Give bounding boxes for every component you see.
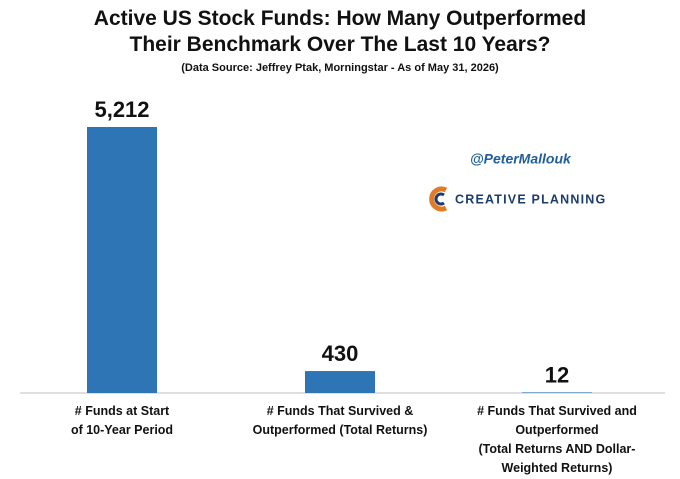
bar bbox=[522, 392, 592, 393]
bar bbox=[87, 127, 157, 393]
x-tick-label: # Funds That Survived and Outperformed (… bbox=[477, 404, 637, 475]
value-label: 430 bbox=[322, 341, 359, 366]
chart-title: Active US Stock Funds: How Many Outperfo… bbox=[93, 7, 587, 56]
bar bbox=[305, 371, 375, 393]
value-label: 5,212 bbox=[94, 97, 149, 122]
x-tick-label: # Funds at Start of 10-Year Period bbox=[70, 404, 174, 437]
logo-text: CREATIVE PLANNING bbox=[455, 192, 606, 206]
handle: @PeterMallouk bbox=[470, 151, 572, 167]
x-tick-label: # Funds That Survived & Outperformed (To… bbox=[252, 404, 428, 437]
chart-subtitle: (Data Source: Jeffrey Ptak, Morningstar … bbox=[181, 62, 499, 74]
value-label: 12 bbox=[545, 362, 569, 387]
logo-icon bbox=[429, 186, 448, 212]
